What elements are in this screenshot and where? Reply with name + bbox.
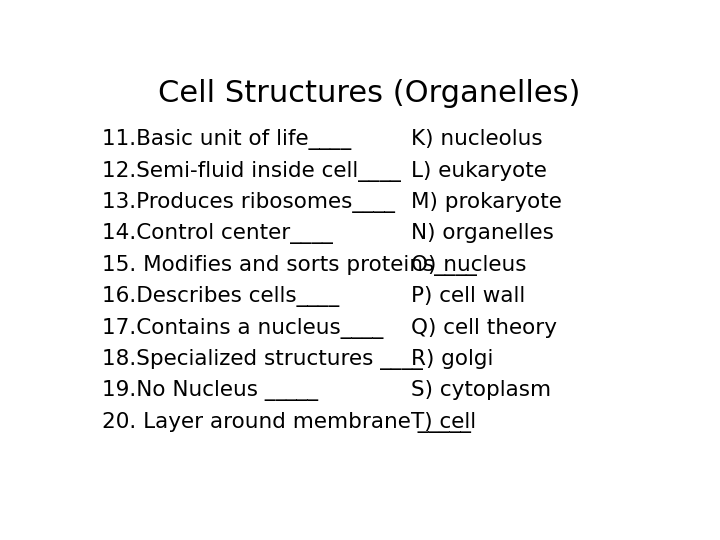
- Text: T) cell: T) cell: [411, 412, 476, 432]
- Text: Cell Structures (Organelles): Cell Structures (Organelles): [158, 79, 580, 109]
- Text: Q) cell theory: Q) cell theory: [411, 318, 557, 338]
- Text: N) organelles: N) organelles: [411, 224, 554, 244]
- Text: 13.Produces ribosomes____: 13.Produces ribosomes____: [102, 192, 395, 213]
- Text: 19.No Nucleus _____: 19.No Nucleus _____: [102, 380, 318, 401]
- Text: 16.Describes cells____: 16.Describes cells____: [102, 286, 339, 307]
- Text: M) prokaryote: M) prokaryote: [411, 192, 562, 212]
- Text: R) golgi: R) golgi: [411, 349, 493, 369]
- Text: 14.Control center____: 14.Control center____: [102, 224, 333, 245]
- Text: K) nucleolus: K) nucleolus: [411, 129, 542, 149]
- Text: 15. Modifies and sorts proteins____: 15. Modifies and sorts proteins____: [102, 255, 477, 276]
- Text: P) cell wall: P) cell wall: [411, 286, 525, 306]
- Text: 17.Contains a nucleus____: 17.Contains a nucleus____: [102, 318, 384, 339]
- Text: 18.Specialized structures ____: 18.Specialized structures ____: [102, 349, 423, 370]
- Text: O) nucleus: O) nucleus: [411, 255, 526, 275]
- Text: 11.Basic unit of life____: 11.Basic unit of life____: [102, 129, 351, 150]
- Text: L) eukaryote: L) eukaryote: [411, 160, 546, 181]
- Text: 20. Layer around membrane _____: 20. Layer around membrane _____: [102, 412, 471, 433]
- Text: S) cytoplasm: S) cytoplasm: [411, 380, 551, 400]
- Text: 12.Semi-fluid inside cell____: 12.Semi-fluid inside cell____: [102, 160, 401, 181]
